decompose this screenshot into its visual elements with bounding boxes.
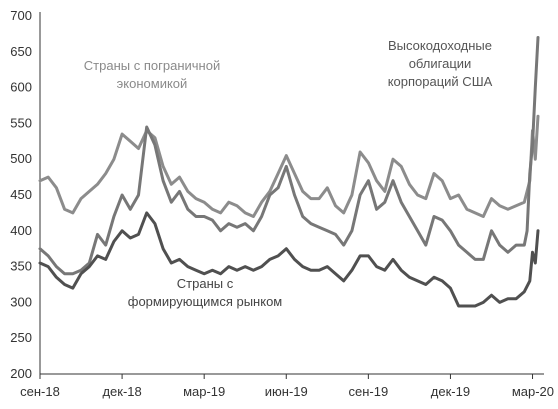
annotation-text: корпораций США bbox=[388, 74, 493, 89]
annotation-text: Страны с bbox=[177, 276, 234, 291]
x-tick-label: сен-19 bbox=[349, 384, 389, 399]
y-tick-label: 200 bbox=[10, 366, 32, 381]
y-tick-label: 400 bbox=[10, 223, 32, 238]
x-tick-label: июн-19 bbox=[265, 384, 308, 399]
y-tick-label: 350 bbox=[10, 259, 32, 274]
annotation-text: облигации bbox=[409, 56, 472, 71]
x-tick-label: дек-19 bbox=[431, 384, 470, 399]
y-tick-label: 300 bbox=[10, 294, 32, 309]
y-tick-label: 550 bbox=[10, 115, 32, 130]
x-tick-label: мар-20 bbox=[512, 384, 554, 399]
series-line-1 bbox=[38, 36, 540, 276]
series-line-0 bbox=[38, 114, 540, 218]
x-tick-label: дек-18 bbox=[102, 384, 141, 399]
y-tick-label: 500 bbox=[10, 151, 32, 166]
annotation-layer: Страны с пограничной экономикой Высокодохо… bbox=[84, 38, 493, 309]
y-tick-label: 250 bbox=[10, 330, 32, 345]
y-tick-label: 650 bbox=[10, 44, 32, 59]
y-tick-label: 600 bbox=[10, 80, 32, 95]
x-tick-label: сен-18 bbox=[20, 384, 60, 399]
x-tick-label: мар-19 bbox=[183, 384, 225, 399]
annotation-text: экономикой bbox=[117, 76, 188, 91]
annotation-text: формирующимся рынком bbox=[128, 294, 283, 309]
series-line-2 bbox=[38, 211, 540, 308]
y-tick-label: 700 bbox=[10, 8, 32, 23]
x-axis: сен-18 дек-18 мар-19 июн-19 сен-19 дек-19 мар-… bbox=[20, 373, 554, 399]
annotation-text: Высокодоходные bbox=[388, 38, 492, 53]
y-tick-label: 450 bbox=[10, 187, 32, 202]
annotation-text: Страны с пограничной bbox=[84, 58, 220, 73]
series-layer bbox=[38, 36, 540, 308]
y-axis: 200 250 300 350 400 450 500 550 600 650 700 bbox=[10, 8, 41, 381]
